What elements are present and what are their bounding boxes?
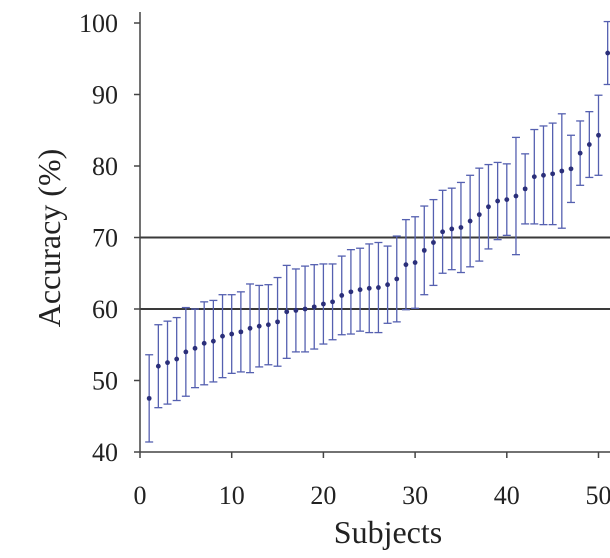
- axes: [134, 12, 610, 458]
- data-point: [486, 204, 491, 210]
- y-axis-label: Accuracy (%): [31, 149, 67, 328]
- data-point: [467, 218, 473, 224]
- x-tick-label: 50: [586, 481, 610, 510]
- data-point: [238, 329, 244, 335]
- data-points: [146, 50, 610, 401]
- y-tick-label: 60: [92, 295, 118, 324]
- data-point: [412, 260, 418, 265]
- data-point: [495, 198, 501, 204]
- data-point: [192, 345, 198, 351]
- data-point: [155, 363, 161, 369]
- data-point: [366, 285, 372, 291]
- data-point: [210, 338, 216, 344]
- data-point: [440, 229, 446, 235]
- data-point: [146, 395, 152, 401]
- data-point: [605, 50, 610, 56]
- data-point: [522, 186, 528, 192]
- y-tick-label: 90: [92, 81, 118, 110]
- data-point: [357, 287, 363, 293]
- data-point: [174, 356, 180, 362]
- data-point: [293, 308, 299, 313]
- x-tick-label: 40: [494, 481, 520, 510]
- data-point: [541, 172, 546, 178]
- y-tick-label: 80: [92, 152, 118, 181]
- data-point: [449, 226, 455, 232]
- data-point: [431, 240, 436, 245]
- data-point: [531, 174, 537, 180]
- data-point: [394, 276, 400, 282]
- y-tick-label: 100: [79, 9, 118, 38]
- x-tick-label: 20: [310, 481, 336, 510]
- data-point: [504, 197, 510, 203]
- data-point: [596, 132, 601, 138]
- data-point: [275, 319, 280, 325]
- data-point: [513, 193, 519, 199]
- data-point: [550, 171, 556, 177]
- x-tick-label: 0: [134, 481, 147, 510]
- data-point: [302, 306, 308, 312]
- data-point: [183, 349, 189, 355]
- data-point: [201, 340, 207, 346]
- data-point: [229, 331, 235, 337]
- data-point: [256, 323, 262, 329]
- data-point: [559, 168, 565, 174]
- data-point: [568, 166, 574, 172]
- x-tick-label: 10: [219, 481, 245, 510]
- data-point: [376, 285, 381, 290]
- data-point: [330, 299, 335, 305]
- data-point: [220, 333, 225, 339]
- x-axis-label: Subjects: [334, 514, 442, 550]
- data-point: [265, 322, 271, 328]
- data-point: [577, 150, 583, 156]
- data-point: [165, 360, 170, 366]
- data-point: [339, 293, 345, 298]
- data-point: [421, 247, 427, 253]
- data-point: [458, 225, 464, 230]
- data-point: [385, 282, 390, 288]
- data-point: [586, 142, 592, 147]
- data-point: [476, 212, 482, 218]
- y-tick-label: 40: [92, 438, 118, 467]
- error-bars: [145, 20, 610, 443]
- data-point: [321, 301, 326, 307]
- data-point: [311, 304, 317, 310]
- data-point: [247, 325, 253, 331]
- data-point: [284, 309, 290, 315]
- reference-lines: [140, 236, 610, 310]
- data-point: [348, 289, 354, 295]
- data-point: [403, 262, 409, 268]
- y-tick-label: 50: [92, 367, 118, 396]
- x-tick-label: 30: [402, 481, 428, 510]
- y-tick-label: 70: [92, 224, 118, 253]
- tick-labels: 40 50 60 70 80 90 100 0 10 20 30 40 50: [79, 9, 610, 510]
